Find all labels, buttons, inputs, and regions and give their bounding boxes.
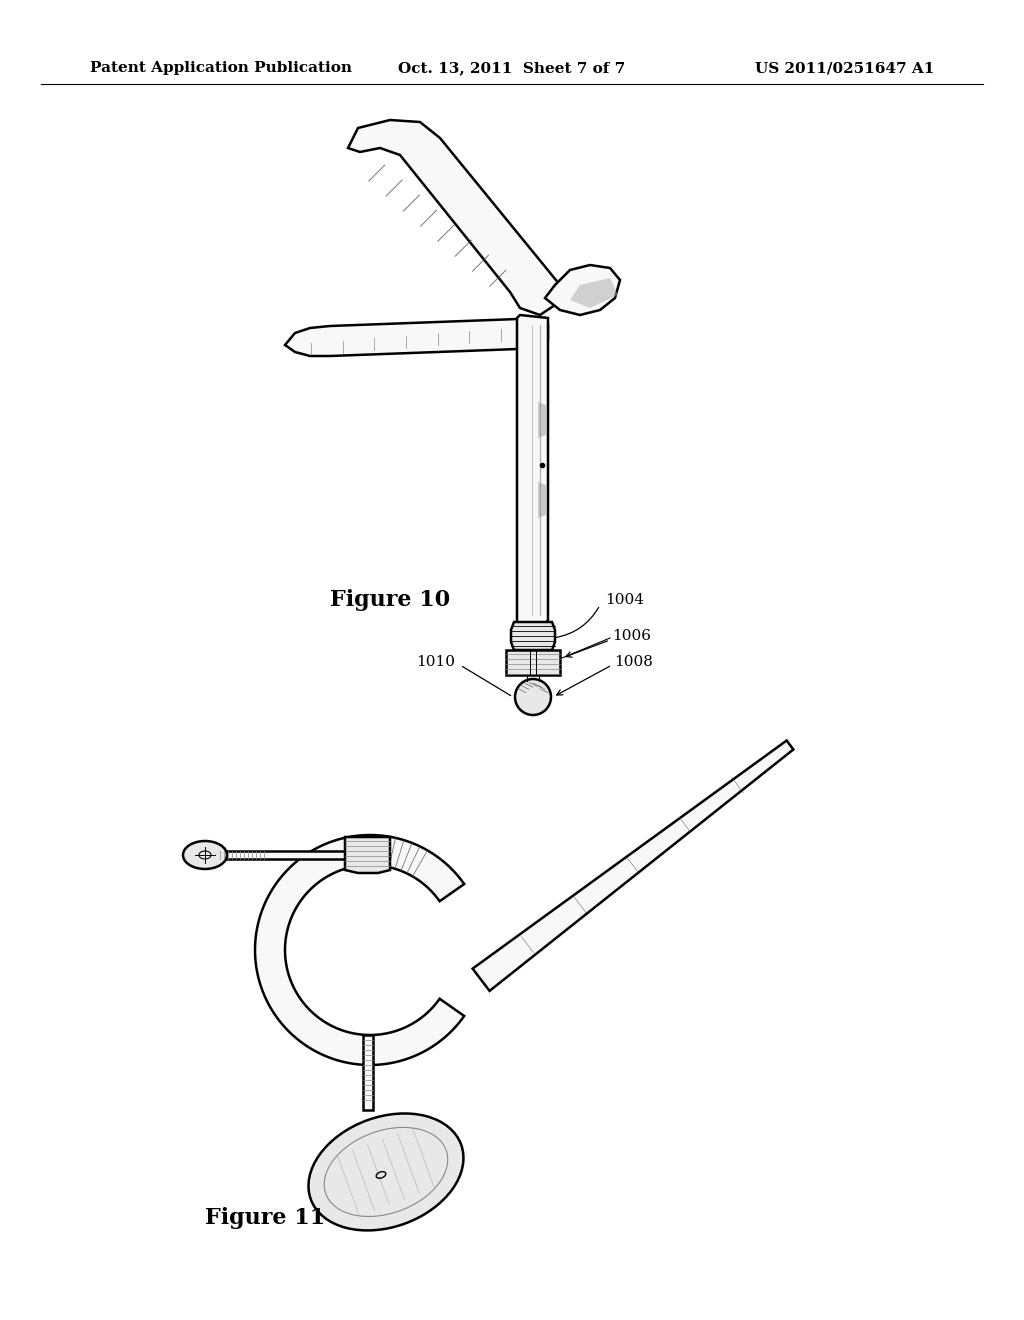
Polygon shape [362,1035,373,1110]
Text: 1004: 1004 [605,593,644,607]
Polygon shape [517,315,548,624]
Polygon shape [545,265,620,315]
Polygon shape [570,279,618,308]
Text: Patent Application Publication: Patent Application Publication [90,61,352,75]
Polygon shape [255,836,464,1065]
Ellipse shape [183,841,227,869]
Text: 1006: 1006 [612,630,651,643]
Polygon shape [345,837,390,873]
Polygon shape [506,649,560,675]
Polygon shape [538,403,546,438]
Text: US 2011/0251647 A1: US 2011/0251647 A1 [755,61,934,75]
Polygon shape [210,851,355,859]
Polygon shape [538,482,546,517]
Text: 1008: 1008 [614,655,653,669]
Text: Oct. 13, 2011  Sheet 7 of 7: Oct. 13, 2011 Sheet 7 of 7 [398,61,626,75]
Polygon shape [285,318,548,356]
Polygon shape [473,741,794,991]
Polygon shape [511,622,555,649]
Ellipse shape [308,1114,464,1230]
Text: Figure 11: Figure 11 [205,1206,326,1229]
Polygon shape [348,120,560,315]
Text: Figure 10: Figure 10 [330,589,451,611]
Circle shape [515,678,551,715]
Text: 1010: 1010 [416,655,455,669]
